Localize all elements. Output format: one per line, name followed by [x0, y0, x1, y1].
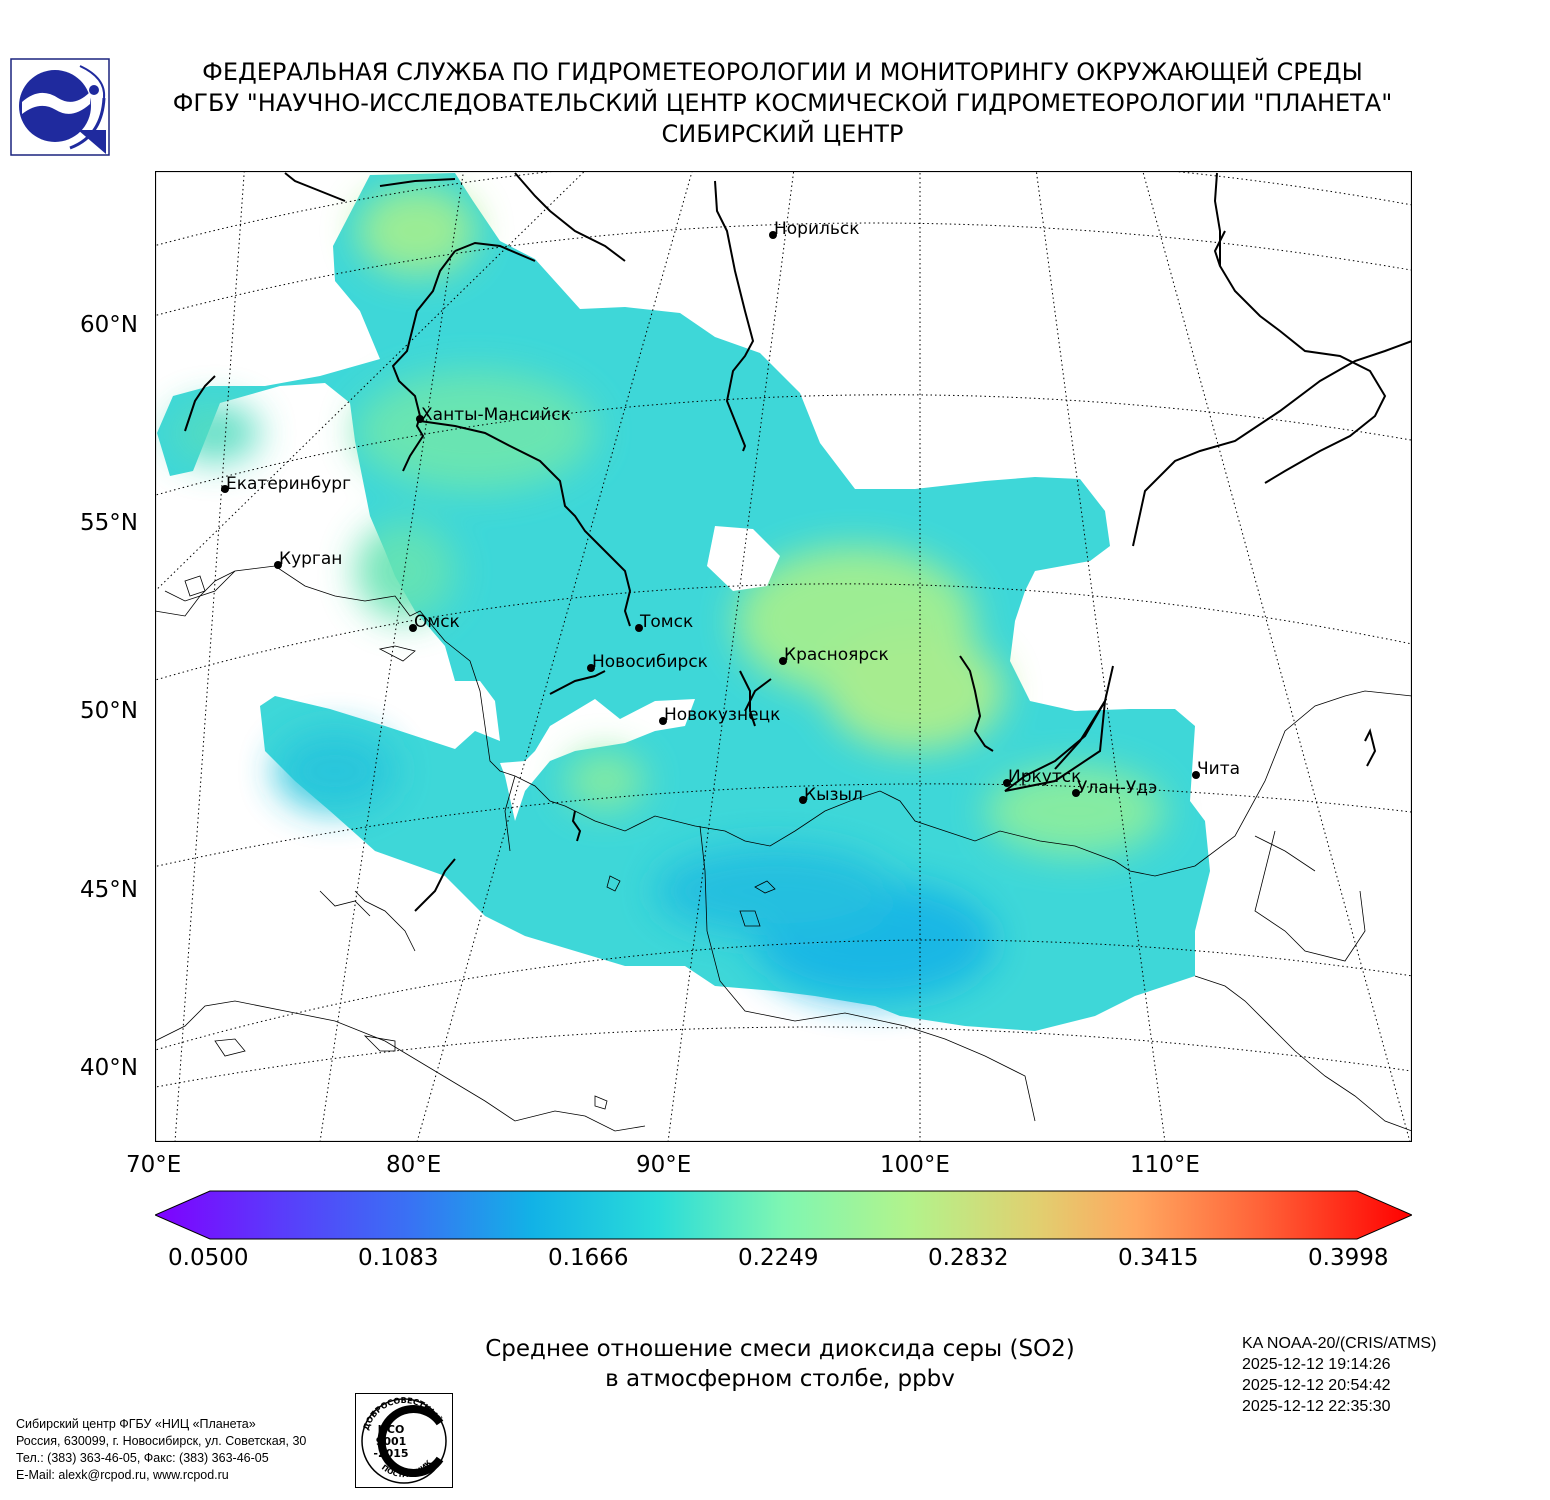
iso-badge: ДОБРОСОВЕСТНЫЙ ПОСТАВЩИК ИСО 9001 -2015	[355, 1393, 453, 1488]
city-label-norilsk: Норильск	[774, 219, 860, 239]
city-label-krasnoyarsk: Красноярск	[784, 645, 889, 665]
city-dot-novokuznetsk	[659, 717, 667, 725]
colorbar-gradient	[153, 1190, 1414, 1240]
contact-line-2: Россия, 630099, г. Новосибирск, ул. Сове…	[16, 1434, 307, 1448]
planeta-logo	[10, 58, 110, 156]
lon-label-100: 100°E	[880, 1152, 950, 1178]
lat-label-55: 55°N	[80, 510, 138, 536]
colorbar-tick-1: 0.1083	[358, 1245, 439, 1271]
satellite-time-3: 2025-12-12 22:35:30	[1242, 1398, 1391, 1415]
city-dot-tomsk	[635, 624, 643, 632]
lon-label-110: 110°E	[1130, 1152, 1200, 1178]
city-dot-kyzyl	[799, 796, 807, 804]
colorbar-tick-3: 0.2249	[738, 1245, 819, 1271]
city-label-kyzyl: Кызыл	[804, 785, 863, 805]
header-line-3: СИБИРСКИЙ ЦЕНТР	[661, 120, 904, 148]
city-label-novokuznetsk: Новокузнецк	[664, 705, 780, 725]
city-markers	[221, 231, 1200, 804]
lat-label-50: 50°N	[80, 698, 138, 724]
lon-label-80: 80°E	[386, 1152, 442, 1178]
lat-label-40: 40°N	[80, 1055, 138, 1081]
city-label-ekaterinburg: Екатеринбург	[226, 474, 351, 494]
colorbar-tick-4: 0.2832	[928, 1245, 1009, 1271]
city-dot-kurgan	[274, 561, 282, 569]
header-line-2: ФГБУ "НАУЧНО-ИССЛЕДОВАТЕЛЬСКИЙ ЦЕНТР КОС…	[172, 89, 1393, 117]
header-line-1: ФЕДЕРАЛЬНАЯ СЛУЖБА ПО ГИДРОМЕТЕОРОЛОГИИ …	[202, 58, 1363, 86]
city-dot-ekaterinburg	[221, 485, 229, 493]
satellite-time-2: 2025-12-12 20:54:42	[1242, 1377, 1391, 1394]
city-dot-novosibirsk	[587, 664, 595, 672]
city-label-kurgan: Курган	[279, 549, 342, 569]
city-label-irkutsk: Иркутск	[1008, 767, 1081, 787]
iso-badge-center-1: ИСО	[378, 1423, 405, 1436]
colorbar-tick-0: 0.0500	[168, 1245, 249, 1271]
city-label-tomsk: Томск	[639, 612, 693, 632]
city-label-novosibirsk: Новосибирск	[592, 652, 708, 672]
lon-label-90: 90°E	[636, 1152, 692, 1178]
satellite-name: KA NOAA-20/(CRIS/ATMS)	[1242, 1335, 1437, 1352]
city-label-omsk: Омск	[414, 612, 460, 632]
city-dot-irkutsk	[1003, 779, 1011, 787]
city-label-ulan-ude: Улан-Удэ	[1077, 778, 1157, 798]
lat-label-45: 45°N	[80, 877, 138, 903]
contact-line-1: Сибирский центр ФГБУ «НИЦ «Планета»	[16, 1417, 256, 1431]
contact-line-4: E-Mail: alexk@rcpod.ru, www.rcpod.ru	[16, 1468, 229, 1482]
chart-title-line-1: Среднее отношение смеси диоксида серы (S…	[485, 1336, 1075, 1362]
colorbar-tick-2: 0.1666	[548, 1245, 629, 1271]
chart-title-line-2: в атмосферном столбе, ppbv	[605, 1366, 955, 1392]
satellite-time-1: 2025-12-12 19:14:26	[1242, 1356, 1391, 1373]
city-dot-omsk	[409, 624, 417, 632]
colorbar-tick-6: 0.3998	[1308, 1245, 1389, 1271]
colorbar-tick-5: 0.3415	[1118, 1245, 1199, 1271]
city-label-chita: Чита	[1197, 759, 1240, 779]
city-dot-krasnoyarsk	[779, 657, 787, 665]
city-dot-ulan-ude	[1072, 789, 1080, 797]
so2-map: Норильск Ханты-Мансийск Екатеринбург Кур…	[154, 170, 1413, 1143]
city-dot-norilsk	[769, 231, 777, 239]
contact-line-3: Тел.: (383) 363-46-05, Факс: (383) 363-4…	[16, 1451, 269, 1465]
iso-badge-center-3: -2015	[373, 1447, 408, 1460]
city-dot-chita	[1192, 771, 1200, 779]
city-dot-khanty-mansiysk	[416, 415, 424, 423]
iso-badge-center-2: 9001	[376, 1435, 407, 1448]
colorbar	[153, 1190, 1414, 1240]
city-label-khanty-mansiysk: Ханты-Мансийск	[421, 405, 571, 425]
lon-label-70: 70°E	[126, 1152, 182, 1178]
lat-label-60: 60°N	[80, 312, 138, 338]
